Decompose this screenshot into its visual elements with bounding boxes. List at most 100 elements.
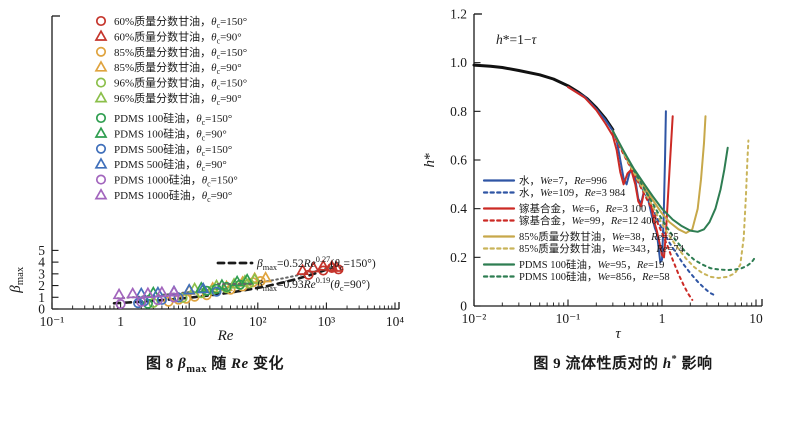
legend-fit-label: βmax=0.93Re0.19(θc=90°) [256,276,370,293]
data-point-marker [115,299,126,310]
data-point-marker [141,286,155,298]
y-axis-title: h* [422,153,438,168]
legend-label: 85%质量分数甘油，θc=90° [114,60,242,76]
series-curve-dashed [623,151,757,271]
x-tick-label: 10³ [318,314,336,329]
legend-label: PDMS 100硅油，We=95，Re=19 [519,258,664,271]
figure8-caption: 图 8 βmax 随 Re 变化 [6,352,410,375]
y-tick-label: 0.2 [450,250,467,265]
caption-segment: β [178,356,187,372]
y-tick-label: 1.0 [450,55,467,70]
legend-label: 镓基合金，We=6，Re=3 100 [519,202,646,215]
caption-segment: 随 [207,356,232,372]
legend-marker [94,91,108,103]
envelope-curve [472,63,615,132]
caption-segment: 影响 [677,356,713,372]
legend-label: PDMS 100硅油，θc=150° [114,111,232,127]
y-tick-label: 5 [38,243,45,258]
data-point-marker [182,283,196,295]
data-point-marker [196,281,210,294]
x-tick-label: 1 [659,311,666,326]
legend-label: 85%质量分数甘油，We=343，Re=74 [519,242,685,255]
data-point-marker [155,285,169,298]
y-tick-label: 3 [38,266,45,281]
x-axis-title: τ [615,326,621,342]
legend-label: 96%质量分数甘油，θc=150° [114,76,247,92]
caption-segment: 变化 [248,356,284,372]
x-tick-label: 10⁻² [462,311,487,326]
legend-label: 镓基合金，We=99，Re=12 400 [519,214,657,227]
data-point-marker [240,273,254,285]
legend-marker [94,157,108,169]
data-point-marker [259,271,273,283]
data-point-marker [329,260,343,272]
legend-label: 水，We=109，Re=3 984 [519,187,626,199]
data-point-marker [126,286,140,299]
x-tick-label: 1 [117,314,124,329]
caption-segment: 流体性质对的 [565,356,663,372]
x-tick-label: 10 [182,314,196,329]
scatter-series [112,285,181,300]
data-point-marker [221,281,232,293]
legend-marker [94,60,108,72]
legend-label: 60%质量分数甘油，θc=90° [114,29,242,45]
legend-label: 60%质量分数甘油，θc=150° [114,14,247,30]
figure9-plot: 10⁻² 10⁻¹ 1 10 0 0.2 0.4 0.6 0.8 1.0 1.2 τ h* h*=1−τ 水… [422,7,763,343]
legend-marker [95,46,107,57]
legend-label: PDMS 500硅油，θc=150° [114,142,232,158]
legend-label: PDMS 1000硅油，θc=90° [114,188,232,204]
caption-segment: 图 9 [533,356,566,372]
legend-fit-label: βmax=0.52Re0.27(θc=150°) [256,255,376,272]
series-curve-solid [567,86,674,259]
series-curve-solid [611,129,729,233]
scatter-series [296,259,343,276]
legend-marker [94,29,108,41]
legend-label: PDMS 100硅油，We=856，Re=58 [519,270,670,283]
legend-label: 85%质量分数甘油，θc=150° [114,45,247,61]
legend-marker [95,112,107,124]
caption-segment: h [662,356,672,372]
x-tick-label: 10 [749,311,763,326]
y-tick-label: 0.6 [450,153,467,168]
figure9-caption: 图 9 流体性质对的 h* 影响 [414,352,806,373]
data-point-marker [307,261,321,273]
y-tick-label: 0 [460,299,467,314]
legend-label: PDMS 1000硅油，θc=150° [114,173,238,189]
y-tick-label: 1 [38,290,45,305]
caption-segment: 图 8 [146,356,179,372]
y-tick-label: 2 [38,278,45,293]
legend-label: 85%质量分数甘油，We=38，Re=25 [519,230,679,243]
data-point-marker [112,287,126,300]
data-point-marker [188,281,202,294]
legend-marker [95,77,107,88]
x-tick-label: 10² [249,314,267,329]
x-tick-label: 10⁴ [386,314,405,329]
legend-marker [95,174,107,185]
y-tick-label: 0.8 [450,104,467,119]
y-tick-label: 0.4 [450,201,467,216]
data-point-marker [230,274,244,287]
series-curve-dashed [623,139,750,279]
x-tick-label: 10⁻¹ [556,311,581,326]
y-tick-label: 4 [38,255,45,270]
data-point-marker [211,286,222,297]
y-tick-label: 1.2 [450,7,467,22]
caption-segment: * [671,354,678,365]
x-axis-title: Re [217,328,234,344]
caption-segment: max [186,364,207,375]
legend-label: PDMS 500硅油，θc=90° [114,157,227,173]
data-point-marker [136,296,147,308]
legend-label: 96%质量分数甘油，θc=90° [114,91,242,107]
figure-8: 10⁻¹ 1 10 10² 10³ 10⁴ 0 1 2 3 4 5 Re βmax 60%质量分数甘油，θc… [6,4,410,375]
legend-label: PDMS 100硅油，θc=90° [114,126,227,142]
annotation-h-star: h*=1−τ [496,32,537,47]
data-point-marker [167,285,181,297]
figure-9: 10⁻² 10⁻¹ 1 10 0 0.2 0.4 0.6 0.8 1.0 1.2 τ h* h*=1−τ 水… [414,4,806,373]
legend-marker [94,188,108,200]
data-point-marker [201,285,212,296]
data-point-marker [296,263,310,276]
data-point-marker [168,292,180,303]
y-axis-title: βmax [8,266,26,294]
legend-label: 水，We=7，Re=996 [519,175,607,187]
